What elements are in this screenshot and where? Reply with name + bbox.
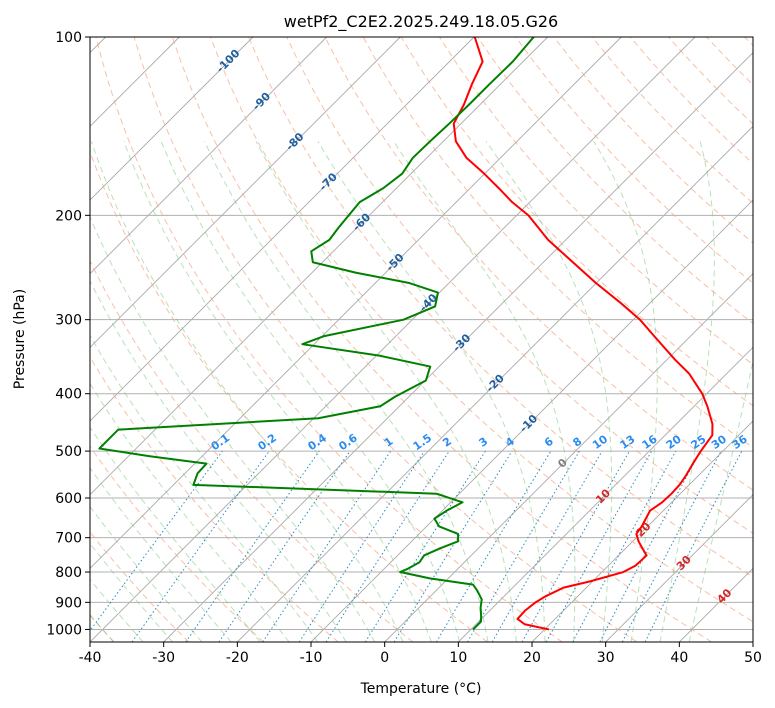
isotherm-line <box>163 52 753 642</box>
isotherm-line <box>90 37 696 642</box>
dry-adiabat <box>248 37 753 578</box>
isotherm-line <box>90 37 475 422</box>
moist-adiabat <box>90 215 376 642</box>
dry-adiabat <box>90 259 414 642</box>
moist-adiabat <box>593 141 658 642</box>
x-axis-label: Temperature (°C) <box>360 681 482 697</box>
moist-adiabat <box>90 279 347 642</box>
x-tick-label: -40 <box>79 650 102 666</box>
mixing-ratio-line <box>572 450 677 642</box>
y-axis-ticks: 100 200 300 400 500 600 700 800 900 1000 <box>46 30 90 638</box>
x-tick-label: 50 <box>744 650 762 666</box>
dry-adiabat <box>90 445 264 642</box>
y-tick-label: 200 <box>55 208 82 224</box>
mixing-ratio-line <box>545 450 653 642</box>
y-tick-label: 100 <box>55 30 82 46</box>
moist-adiabat <box>160 141 461 642</box>
isotherm-line <box>90 37 548 496</box>
y-axis-label: Pressure (hPa) <box>12 289 28 389</box>
chart-title: wetPf2_C2E2.2025.249.18.05.G26 <box>284 12 558 32</box>
y-tick-label: 800 <box>55 565 82 581</box>
moist-adiabat <box>90 334 319 642</box>
temperature-line <box>452 37 714 631</box>
dry-adiabat <box>95 37 563 642</box>
mixing-ratio-line <box>90 450 223 632</box>
mixing-ratio-line <box>644 450 743 642</box>
isotherm-line <box>90 37 327 275</box>
isotherm-line <box>90 37 254 201</box>
x-tick-label: 10 <box>449 650 467 666</box>
isotherm-line <box>458 346 753 642</box>
dry-adiabats <box>90 37 753 642</box>
y-tick-label: 500 <box>55 444 82 460</box>
dry-adiabat <box>90 356 339 642</box>
dry-adiabat <box>210 37 753 623</box>
x-tick-label: -20 <box>226 650 249 666</box>
mixing-ratio-line <box>131 450 270 642</box>
x-tick-label: 30 <box>597 650 615 666</box>
isobar-gridlines <box>90 37 753 630</box>
mixing-ratio-line <box>218 450 351 642</box>
moist-adiabat <box>90 426 261 642</box>
moist-adiabat <box>317 141 546 642</box>
moist-adiabat <box>255 141 517 642</box>
dry-adiabat <box>286 37 753 534</box>
mixing-ratio-line <box>185 450 320 642</box>
dewpoint-line <box>98 37 535 631</box>
moist-adiabat <box>688 358 753 642</box>
isotherm-line <box>90 37 401 348</box>
moist-adiabat <box>485 141 613 642</box>
sounding-series <box>98 37 714 631</box>
mixing-ratio-line <box>262 450 392 642</box>
x-tick-label: 40 <box>670 650 688 666</box>
moist-adiabats <box>90 141 753 642</box>
moist-adiabat <box>393 141 576 642</box>
x-tick-label: -30 <box>152 650 175 666</box>
x-tick-label: 20 <box>523 650 541 666</box>
y-tick-label: 400 <box>55 387 82 403</box>
dry-adiabat <box>171 37 712 642</box>
y-tick-label: 600 <box>55 491 82 507</box>
y-tick-label: 700 <box>55 531 82 547</box>
y-tick-label: 1000 <box>46 622 82 638</box>
dry-adiabat <box>324 37 753 491</box>
isotherm-lines <box>90 37 753 642</box>
x-tick-label: 0 <box>380 650 389 666</box>
dry-adiabat <box>515 37 753 284</box>
y-tick-label: 900 <box>55 595 82 611</box>
x-axis-ticks: -40 -30 -20 -10 0 10 20 30 40 50 <box>79 642 762 666</box>
moist-adiabat <box>123 141 432 642</box>
mixing-ratio-lines <box>90 450 743 642</box>
isotherm-line <box>237 125 753 642</box>
mixing-ratio-line <box>325 450 450 642</box>
isotherm-line <box>384 273 753 642</box>
mixing-ratio-line <box>298 450 425 642</box>
moist-adiabat <box>90 382 290 642</box>
isotherm-line <box>605 494 753 642</box>
x-tick-label: -10 <box>300 650 323 666</box>
y-tick-label: 300 <box>55 313 82 329</box>
mixing-ratio-line <box>521 450 630 642</box>
plot-frame <box>89 36 754 643</box>
mixing-ratio-line <box>393 450 513 642</box>
isotherm-line <box>531 420 753 642</box>
